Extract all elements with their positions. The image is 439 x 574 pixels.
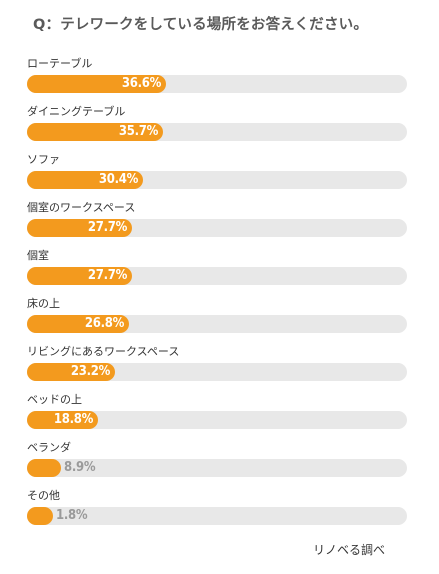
category-label: 個室: [27, 249, 49, 262]
bar-fill: [27, 123, 163, 141]
value-label: 27.7%: [87, 268, 127, 283]
value-label: 30.4%: [98, 172, 138, 187]
bar-track: 18.8%: [27, 411, 407, 429]
category-label: 床の上: [27, 297, 60, 310]
category-label: ベランダ: [27, 441, 71, 454]
bar-row: ベッドの上 18.8%: [0, 393, 439, 441]
category-label: リビングにあるワークスペース: [27, 345, 180, 358]
value-label: 35.7%: [118, 124, 158, 139]
bar-fill: [27, 459, 61, 477]
category-label: ダイニングテーブル: [27, 105, 126, 118]
value-label: 8.9%: [64, 460, 96, 475]
bar-fill: [27, 363, 115, 381]
bar-row: リビングにあるワークスペース 23.2%: [0, 345, 439, 393]
bar-fill: [27, 267, 132, 285]
value-label: 27.7%: [87, 220, 127, 235]
category-label: 個室のワークスペース: [27, 201, 136, 214]
value-label: 36.6%: [121, 76, 161, 91]
value-label: 18.8%: [53, 412, 93, 427]
bar-row: その他 1.8%: [0, 489, 439, 537]
bar-fill: [27, 315, 129, 333]
bar-row: 個室 27.7%: [0, 249, 439, 297]
bar-track: 8.9%: [27, 459, 407, 477]
bar-track: 27.7%: [27, 219, 407, 237]
category-label: その他: [27, 489, 60, 502]
bar-fill: [27, 75, 166, 93]
bar-row: ソファ 30.4%: [0, 153, 439, 201]
category-label: ローテーブル: [27, 57, 93, 70]
category-label: ソファ: [27, 153, 60, 166]
bar-fill: [27, 411, 98, 429]
bar-row: ローテーブル 36.6%: [0, 57, 439, 105]
bar-track: 36.6%: [27, 75, 407, 93]
bar-fill: [27, 219, 132, 237]
bar-track: 1.8%: [27, 507, 407, 525]
bar-row: 個室のワークスペース 27.7%: [0, 201, 439, 249]
bar-fill: [27, 171, 143, 189]
bar-row: 床の上 26.8%: [0, 297, 439, 345]
value-label: 1.8%: [56, 508, 88, 523]
bar-row: ベランダ 8.9%: [0, 441, 439, 489]
bar-track: 26.8%: [27, 315, 407, 333]
bar-track: 30.4%: [27, 171, 407, 189]
category-label: ベッドの上: [27, 393, 82, 406]
bar-track: 27.7%: [27, 267, 407, 285]
bar-track: 35.7%: [27, 123, 407, 141]
question-title: Q：テレワークをしている場所をお答えください。: [33, 17, 369, 33]
bar-row: ダイニングテーブル 35.7%: [0, 105, 439, 153]
bar-fill: [27, 507, 53, 525]
bar-track: 23.2%: [27, 363, 407, 381]
value-label: 26.8%: [84, 316, 124, 331]
value-label: 23.2%: [70, 364, 110, 379]
source-credit: リノベる調べ: [313, 543, 386, 557]
